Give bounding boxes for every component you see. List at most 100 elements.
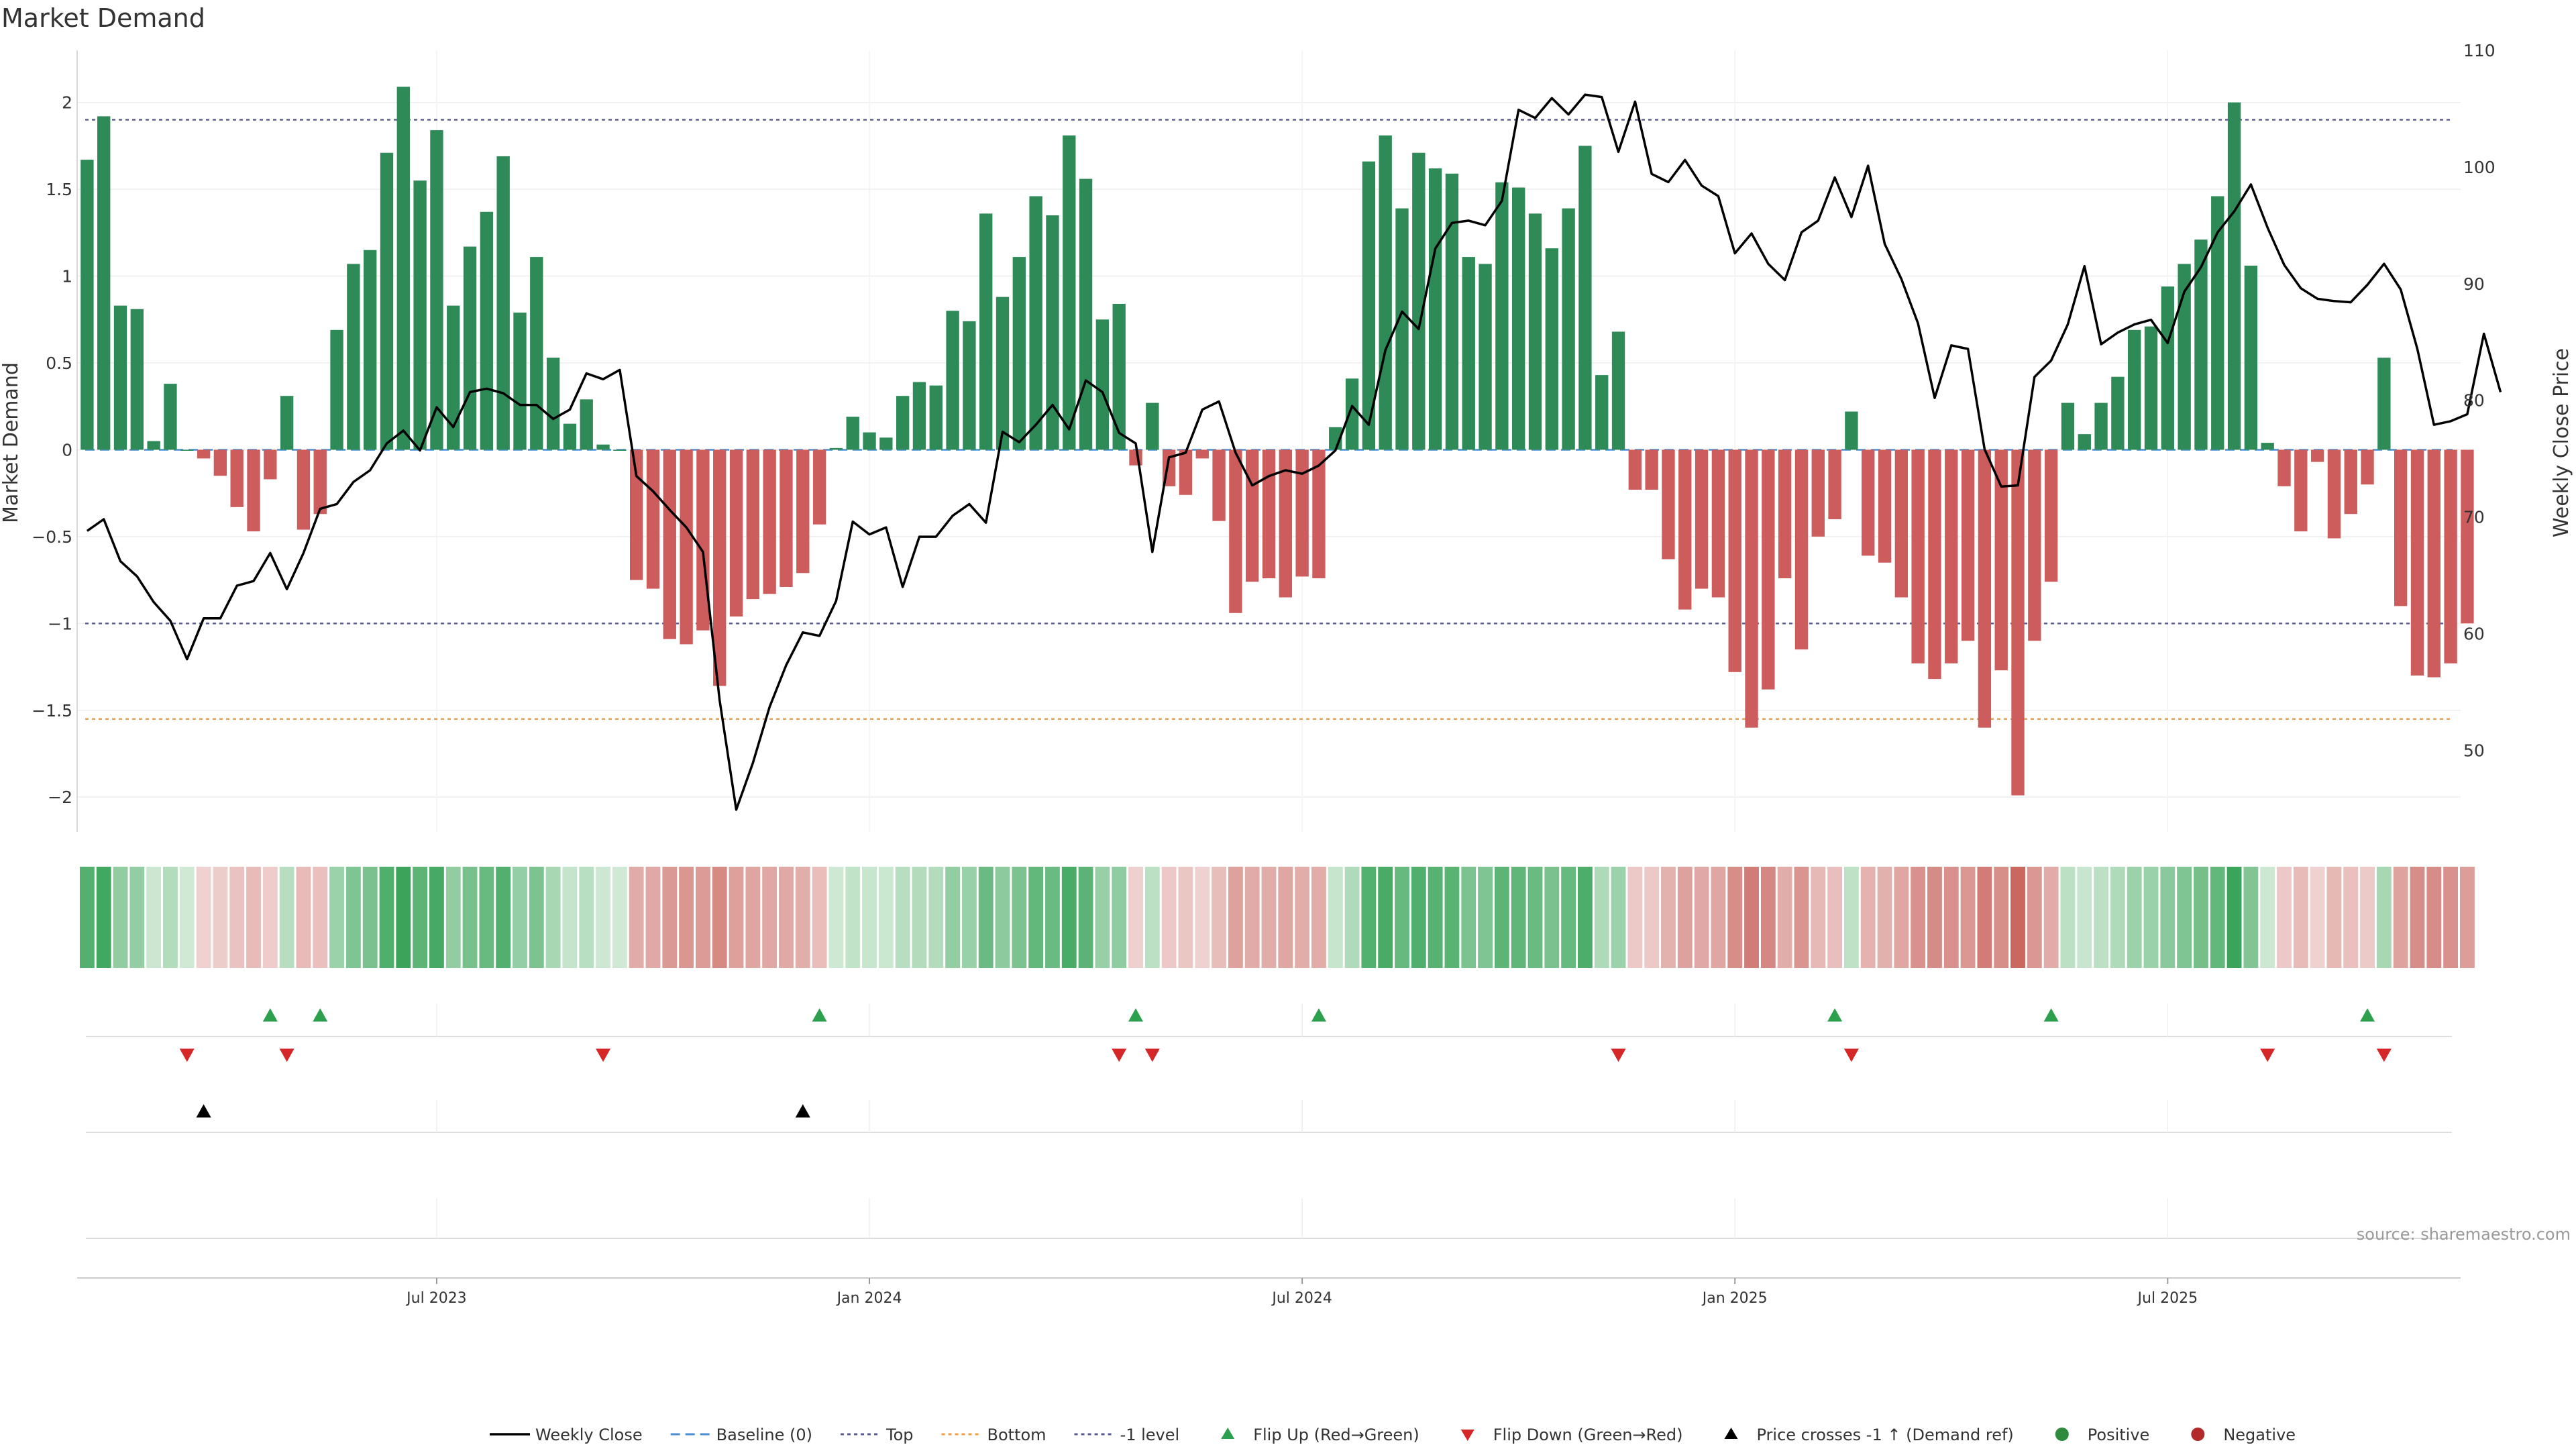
demand-bar [1911,449,1925,663]
heat-cell [1244,867,1260,968]
legend-symbol [1460,1430,1474,1441]
heat-cell [1411,867,1426,968]
heat-cell [262,867,278,968]
heat-cell [229,867,245,968]
heat-cell [912,867,927,968]
heat-cell [1328,867,1343,968]
heat-cell [1627,867,1643,968]
demand-bar [1246,449,1259,582]
demand-bar [863,432,876,450]
heat-cell [1112,867,1127,968]
heat-cell [562,867,578,968]
demand-bar [2144,326,2158,450]
heat-cell [1827,867,1843,968]
heat-cell [1095,867,1110,968]
y-ticks-right: 110 100 90 80 70 60 50 [2463,41,2496,760]
demand-bar [979,213,993,450]
demand-bar [1412,152,1426,450]
demand-bar [763,449,776,594]
demand-bar [1662,449,1675,559]
heat-cell [1511,867,1526,968]
demand-bar [2011,449,2025,796]
demand-bar [2211,196,2224,450]
y-tick-label-left: −1.5 [32,701,72,720]
demand-bar [1046,215,1059,450]
demand-bar [2344,449,2357,515]
heat-cell [945,867,960,968]
demand-bar [1928,449,1941,680]
price-cross-marker [196,1104,211,1118]
demand-bar [164,384,177,450]
demand-bar [1611,331,1625,450]
demand-bar [463,246,477,450]
y-ticks-left: 2 1.5 1 0.5 0 −0.5 −1 −1.5 −2 [32,93,72,808]
demand-bar [1428,168,1442,450]
heat-cell [878,867,894,968]
y-tick-label-right: 80 [2463,391,2485,411]
demand-bar [713,449,727,686]
flip-down-marker [179,1049,195,1062]
demand-bars [80,87,2474,796]
demand-bar [829,447,843,450]
heat-cell [2293,867,2308,968]
weekly-close-line [86,93,2502,811]
demand-bar [2444,449,2457,663]
y-axis-label-left: Market Demand [0,362,23,523]
demand-bar [530,257,543,450]
y-tick-label-left: −2 [48,788,72,807]
demand-bar [1828,449,1841,519]
flip-down-marker [2260,1049,2275,1062]
demand-bar [2227,102,2241,450]
demand-bar [2061,402,2075,450]
heat-cell [629,867,644,968]
demand-bar [413,180,427,450]
flip-down-marker [2376,1049,2392,1062]
demand-bar [2377,358,2391,450]
demand-bar [646,449,660,589]
heat-cell [1178,867,1193,968]
heat-cell [296,867,311,968]
demand-bar [1079,178,1093,450]
heat-cell [2360,867,2375,968]
demand-bar [1312,449,1326,579]
event-marker-panels [86,1004,2452,1239]
heat-cell [2310,867,2325,968]
flip-down-marker [1611,1049,1626,1062]
heat-cell [196,867,211,968]
demand-bar [2327,449,2341,539]
demand-bar [1129,449,1142,466]
heat-cell [845,867,861,968]
heat-cell [1927,867,1942,968]
flip-up-marker [313,1008,328,1022]
demand-bar [1695,449,1709,589]
y-tick-label-left: 0.5 [46,354,72,373]
heat-cell [1444,867,1460,968]
demand-bar [513,312,527,450]
demand-bar [1878,449,1892,563]
heat-cell [1161,867,1177,968]
heat-cell [1295,867,1310,968]
heat-cell [2226,867,2242,968]
demand-bar [97,116,111,450]
heat-cell [1843,867,1859,968]
heat-cell [1611,867,1626,968]
demand-bar [264,449,277,480]
heat-cell [2277,867,2292,968]
heat-cell [2027,867,2042,968]
demand-bar [1794,449,1809,650]
heat-cell [179,867,195,968]
heat-cell [163,867,178,968]
legend-label: Baseline (0) [716,1426,812,1444]
demand-bar [180,449,194,451]
demand-bar [2244,266,2258,450]
heat-cell [313,867,328,968]
legend-symbol [1724,1428,1738,1439]
heat-cell [2010,867,2025,968]
heat-cell [2143,867,2159,968]
heat-cell [2160,867,2176,968]
legend-label: Flip Up (Red→Green) [1253,1426,1419,1444]
demand-bar [330,329,343,450]
demand-bar [1845,411,1858,450]
demand-bar [2028,449,2041,641]
